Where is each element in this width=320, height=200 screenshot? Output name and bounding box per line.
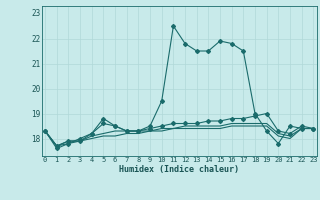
Text: 23: 23: [31, 9, 40, 18]
X-axis label: Humidex (Indice chaleur): Humidex (Indice chaleur): [119, 165, 239, 174]
